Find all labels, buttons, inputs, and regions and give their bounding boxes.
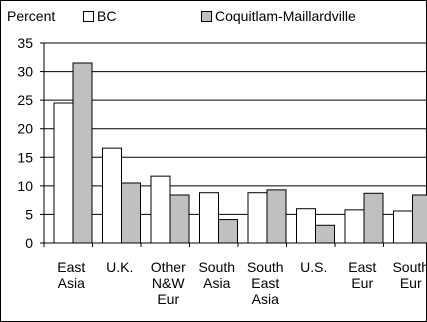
y-tick-label: 5 [25, 206, 33, 222]
y-axis-label: Percent [7, 8, 56, 24]
y-tick-label: 20 [17, 121, 33, 137]
bar-bc [150, 175, 171, 244]
x-tick-label: U.S. [300, 259, 327, 275]
x-tick-label: South Eur [392, 259, 427, 291]
bar-coquitlam [121, 182, 141, 244]
bar-bc [53, 102, 74, 244]
bar-coquitlam [72, 62, 93, 244]
x-tick-label: South East Asia [247, 259, 284, 307]
legend-swatch-bc [83, 10, 94, 22]
y-tick-label: 25 [17, 92, 33, 108]
y-tick-label: 0 [25, 235, 33, 251]
y-tick-label: 35 [17, 35, 33, 51]
y-tick-label: 15 [17, 149, 33, 165]
legend-item-coquitlam: Coquitlam-Maillardville [201, 8, 356, 24]
bar-coquitlam [412, 194, 427, 244]
bar-bc [102, 147, 122, 244]
legend-swatch-coquitlam [201, 10, 212, 22]
y-tick-label: 10 [17, 178, 33, 194]
bar-bc [247, 192, 268, 244]
x-tick-label: U.K. [106, 259, 133, 275]
bar-coquitlam [169, 194, 190, 244]
bar-coquitlam [266, 189, 287, 244]
x-tick-label: South Asia [198, 259, 235, 291]
bar-bc [393, 210, 413, 244]
bar-coquitlam [218, 219, 238, 244]
bar-coquitlam [315, 224, 335, 244]
x-tick-label: Other N&W Eur [151, 259, 186, 307]
legend-label-bc: BC [97, 8, 117, 24]
legend-item-bc: BC [83, 8, 116, 24]
bar-bc [199, 192, 219, 244]
bar-bc [296, 208, 316, 244]
bar-coquitlam [363, 192, 384, 244]
bar-bc [344, 209, 365, 244]
x-tick-label: East Eur [348, 259, 376, 291]
y-tick-label: 30 [17, 64, 33, 80]
legend-label-coquitlam: Coquitlam-Maillardville [215, 8, 356, 24]
x-tick-label: East Asia [57, 259, 85, 291]
